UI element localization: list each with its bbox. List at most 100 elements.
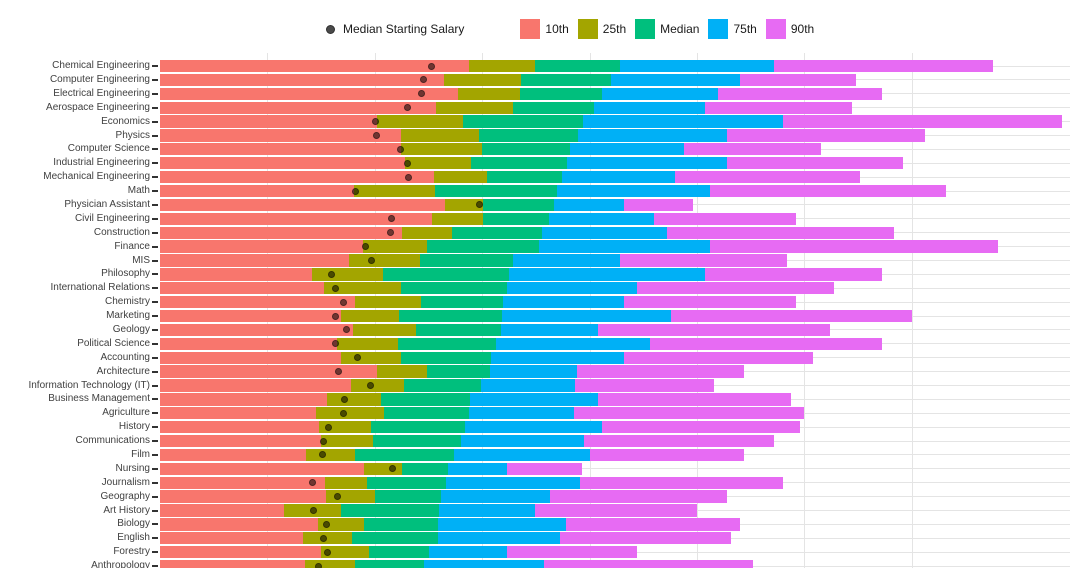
seg-25th (445, 198, 483, 212)
y-axis-label: Geology (112, 323, 150, 335)
median-starting-salary-dot (341, 395, 349, 403)
seg-10th (160, 115, 378, 128)
seg-median (481, 143, 571, 156)
y-axis-tick (152, 231, 158, 234)
y-axis-label: Math (127, 185, 150, 196)
seg-median (452, 226, 542, 239)
seg-90th (705, 101, 852, 114)
horizontal-gridline (160, 468, 1070, 470)
seg-10th (160, 73, 444, 87)
median-starting-salary-dot (331, 312, 339, 320)
median-starting-salary-dot (396, 145, 404, 153)
bar-row-computer-engineering (160, 73, 856, 87)
y-axis-label: English (117, 532, 150, 544)
median-starting-salary-dot (354, 354, 362, 362)
y-axis-tick (152, 245, 158, 248)
y-axis-tick (152, 481, 158, 484)
y-axis-label: Biology (117, 518, 150, 530)
seg-75th (438, 518, 566, 531)
seg-10th (160, 532, 304, 545)
legend-item-90th: 90th (765, 19, 814, 39)
point-legend: Median Starting Salary (326, 22, 464, 36)
seg-10th (160, 518, 319, 531)
seg-10th (160, 559, 306, 568)
seg-90th (683, 143, 822, 156)
seg-10th (160, 337, 337, 350)
seg-75th (539, 240, 710, 253)
seg-90th (576, 365, 745, 378)
seg-median (398, 309, 502, 323)
seg-25th (432, 212, 483, 225)
vertical-gridline (911, 53, 913, 568)
y-axis-label: Architecture (96, 365, 150, 377)
seg-median (371, 420, 465, 434)
y-axis-tick (152, 162, 158, 165)
bar-row-forestry (160, 546, 637, 559)
seg-90th (584, 434, 775, 448)
seg-75th (469, 393, 599, 406)
seg-10th (160, 351, 342, 364)
median-starting-salary-point-icon (326, 24, 335, 34)
y-axis-label: Geography (100, 490, 150, 502)
seg-25th (305, 448, 356, 462)
seg-median (383, 407, 469, 420)
bar-row-philosophy (160, 268, 882, 281)
seg-75th (548, 212, 654, 225)
seg-90th (709, 184, 946, 198)
y-axis-label: Marketing (106, 310, 150, 321)
seg-75th (437, 532, 561, 545)
bar-row-film (160, 448, 745, 462)
y-axis-label: Philosophy (101, 268, 150, 280)
seg-75th (503, 295, 624, 309)
seg-median (355, 559, 425, 568)
seg-90th (507, 462, 583, 475)
seg-10th (160, 212, 433, 225)
median-starting-salary-dot (323, 520, 331, 528)
median-starting-salary-dot (339, 409, 347, 417)
y-axis-tick (152, 65, 158, 67)
seg-75th (577, 129, 727, 142)
seg-10th (160, 240, 363, 253)
median-starting-salary-dot (333, 493, 341, 501)
y-axis-tick (152, 190, 158, 192)
seg-25th (354, 295, 421, 309)
y-axis-label: Chemistry (104, 296, 150, 308)
median-starting-salary-dot (388, 215, 395, 223)
bar-row-art-history (160, 504, 697, 517)
seg-75th (424, 559, 544, 568)
bar-row-physics (160, 129, 925, 142)
seg-25th (312, 268, 384, 281)
seg-10th (160, 101, 437, 114)
legend-swatch-90th (765, 19, 786, 39)
seg-median (434, 184, 557, 198)
y-axis-label: Economics (101, 115, 150, 127)
bar-row-information-technology-it- (160, 379, 715, 392)
bar-row-anthropology (160, 559, 753, 568)
y-axis-tick (152, 565, 158, 567)
median-starting-salary-dot (372, 132, 380, 139)
seg-median (482, 212, 549, 225)
seg-90th (739, 73, 856, 87)
bar-row-nursing (160, 462, 583, 475)
median-starting-salary-dot (324, 548, 332, 556)
seg-10th (160, 87, 458, 100)
bar-row-international-relations (160, 282, 835, 295)
y-axis-tick (152, 523, 158, 526)
chart-legend: Median Starting Salary 10th 25th Median 75t… (326, 16, 814, 42)
y-axis-tick (152, 273, 158, 276)
y-axis-label: Industrial Engineering (53, 157, 150, 169)
seg-75th (491, 351, 624, 364)
seg-25th (341, 351, 401, 364)
seg-90th (671, 309, 912, 323)
y-axis-tick (152, 106, 158, 109)
seg-75th (562, 170, 676, 184)
seg-25th (443, 73, 522, 87)
seg-median (352, 532, 438, 545)
y-axis-tick (152, 259, 158, 262)
y-axis-label: Construction (93, 226, 150, 238)
median-starting-salary-dot (310, 507, 318, 514)
y-axis-tick (152, 509, 158, 512)
seg-median (470, 157, 567, 170)
legend-item-label: 25th (602, 22, 627, 36)
y-axis-tick (152, 356, 158, 359)
